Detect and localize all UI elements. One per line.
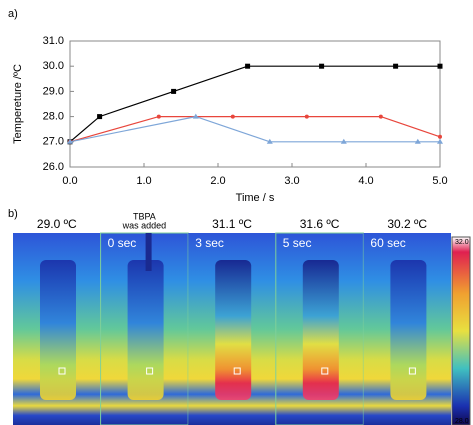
marker [438,134,442,139]
time-label: 0 sec [108,236,137,250]
x-axis-label: Time / s [236,192,275,204]
y-axis-label: Tempereture /ºC [12,64,24,144]
marker [414,138,421,144]
temperature-label: 29.0 ºC [37,217,77,231]
marker-square [408,367,416,375]
marker [156,114,161,119]
chart: 26.0 27.0 28.0 29.0 30.0 31.0 0.0 1.0 2.0 3.0 4.0 5… [43,35,448,187]
y-tick-label: 26.0 [43,161,64,173]
marker [192,113,199,119]
x-tick-label: 3.0 [284,175,299,187]
marker [230,114,235,119]
y-tick-label: 28.0 [43,111,64,123]
temperature-label: 31.1 ºC [212,217,252,231]
marker [245,63,251,69]
marker [97,114,103,120]
panel-label: b) [8,208,18,220]
temperature-label: 30.2 ºC [387,217,427,231]
note-label: was added [122,220,167,230]
time-label: 5 sec [283,236,312,250]
marker [67,138,73,144]
marker-square [146,367,154,375]
x-tick-label: 5.0 [432,175,447,187]
x-tick-label: 4.0 [358,175,373,187]
y-tick-label: 29.0 [43,85,64,97]
marker [340,138,347,144]
temperature-label: 31.6 ºC [300,217,340,231]
x-tick-label: 2.0 [210,175,225,187]
marker [319,63,325,69]
x-tick-label: 1.0 [136,175,151,187]
marker [437,138,443,144]
time-label: 3 sec [195,236,224,250]
x-tick-label: 0.0 [62,175,77,187]
marker-square [233,367,241,375]
y-tick-label: 27.0 [43,136,64,148]
note-label: TBPA [133,211,156,221]
tube [127,260,164,400]
marker-square [321,367,329,375]
tube [390,260,427,400]
marker [378,114,383,119]
marker [393,63,399,69]
colorbar [451,236,471,425]
marker [437,63,443,69]
colorbar-label: 32.0 [455,239,469,246]
panel-label: a) [8,8,18,20]
tube [302,260,339,400]
tube [40,260,76,400]
marker [304,114,309,119]
plot-frame [69,40,441,168]
y-tick-label: 30.0 [43,60,64,72]
series-line [69,115,441,143]
colorbar-label: 28.0 [455,418,469,425]
pipette [145,233,152,271]
tube [215,260,252,400]
series-line [69,115,440,143]
marker [171,88,177,94]
y-tick-label: 31.0 [43,35,64,47]
marker [266,138,273,144]
time-label: 60 sec [370,236,405,250]
marker-square [58,367,66,375]
